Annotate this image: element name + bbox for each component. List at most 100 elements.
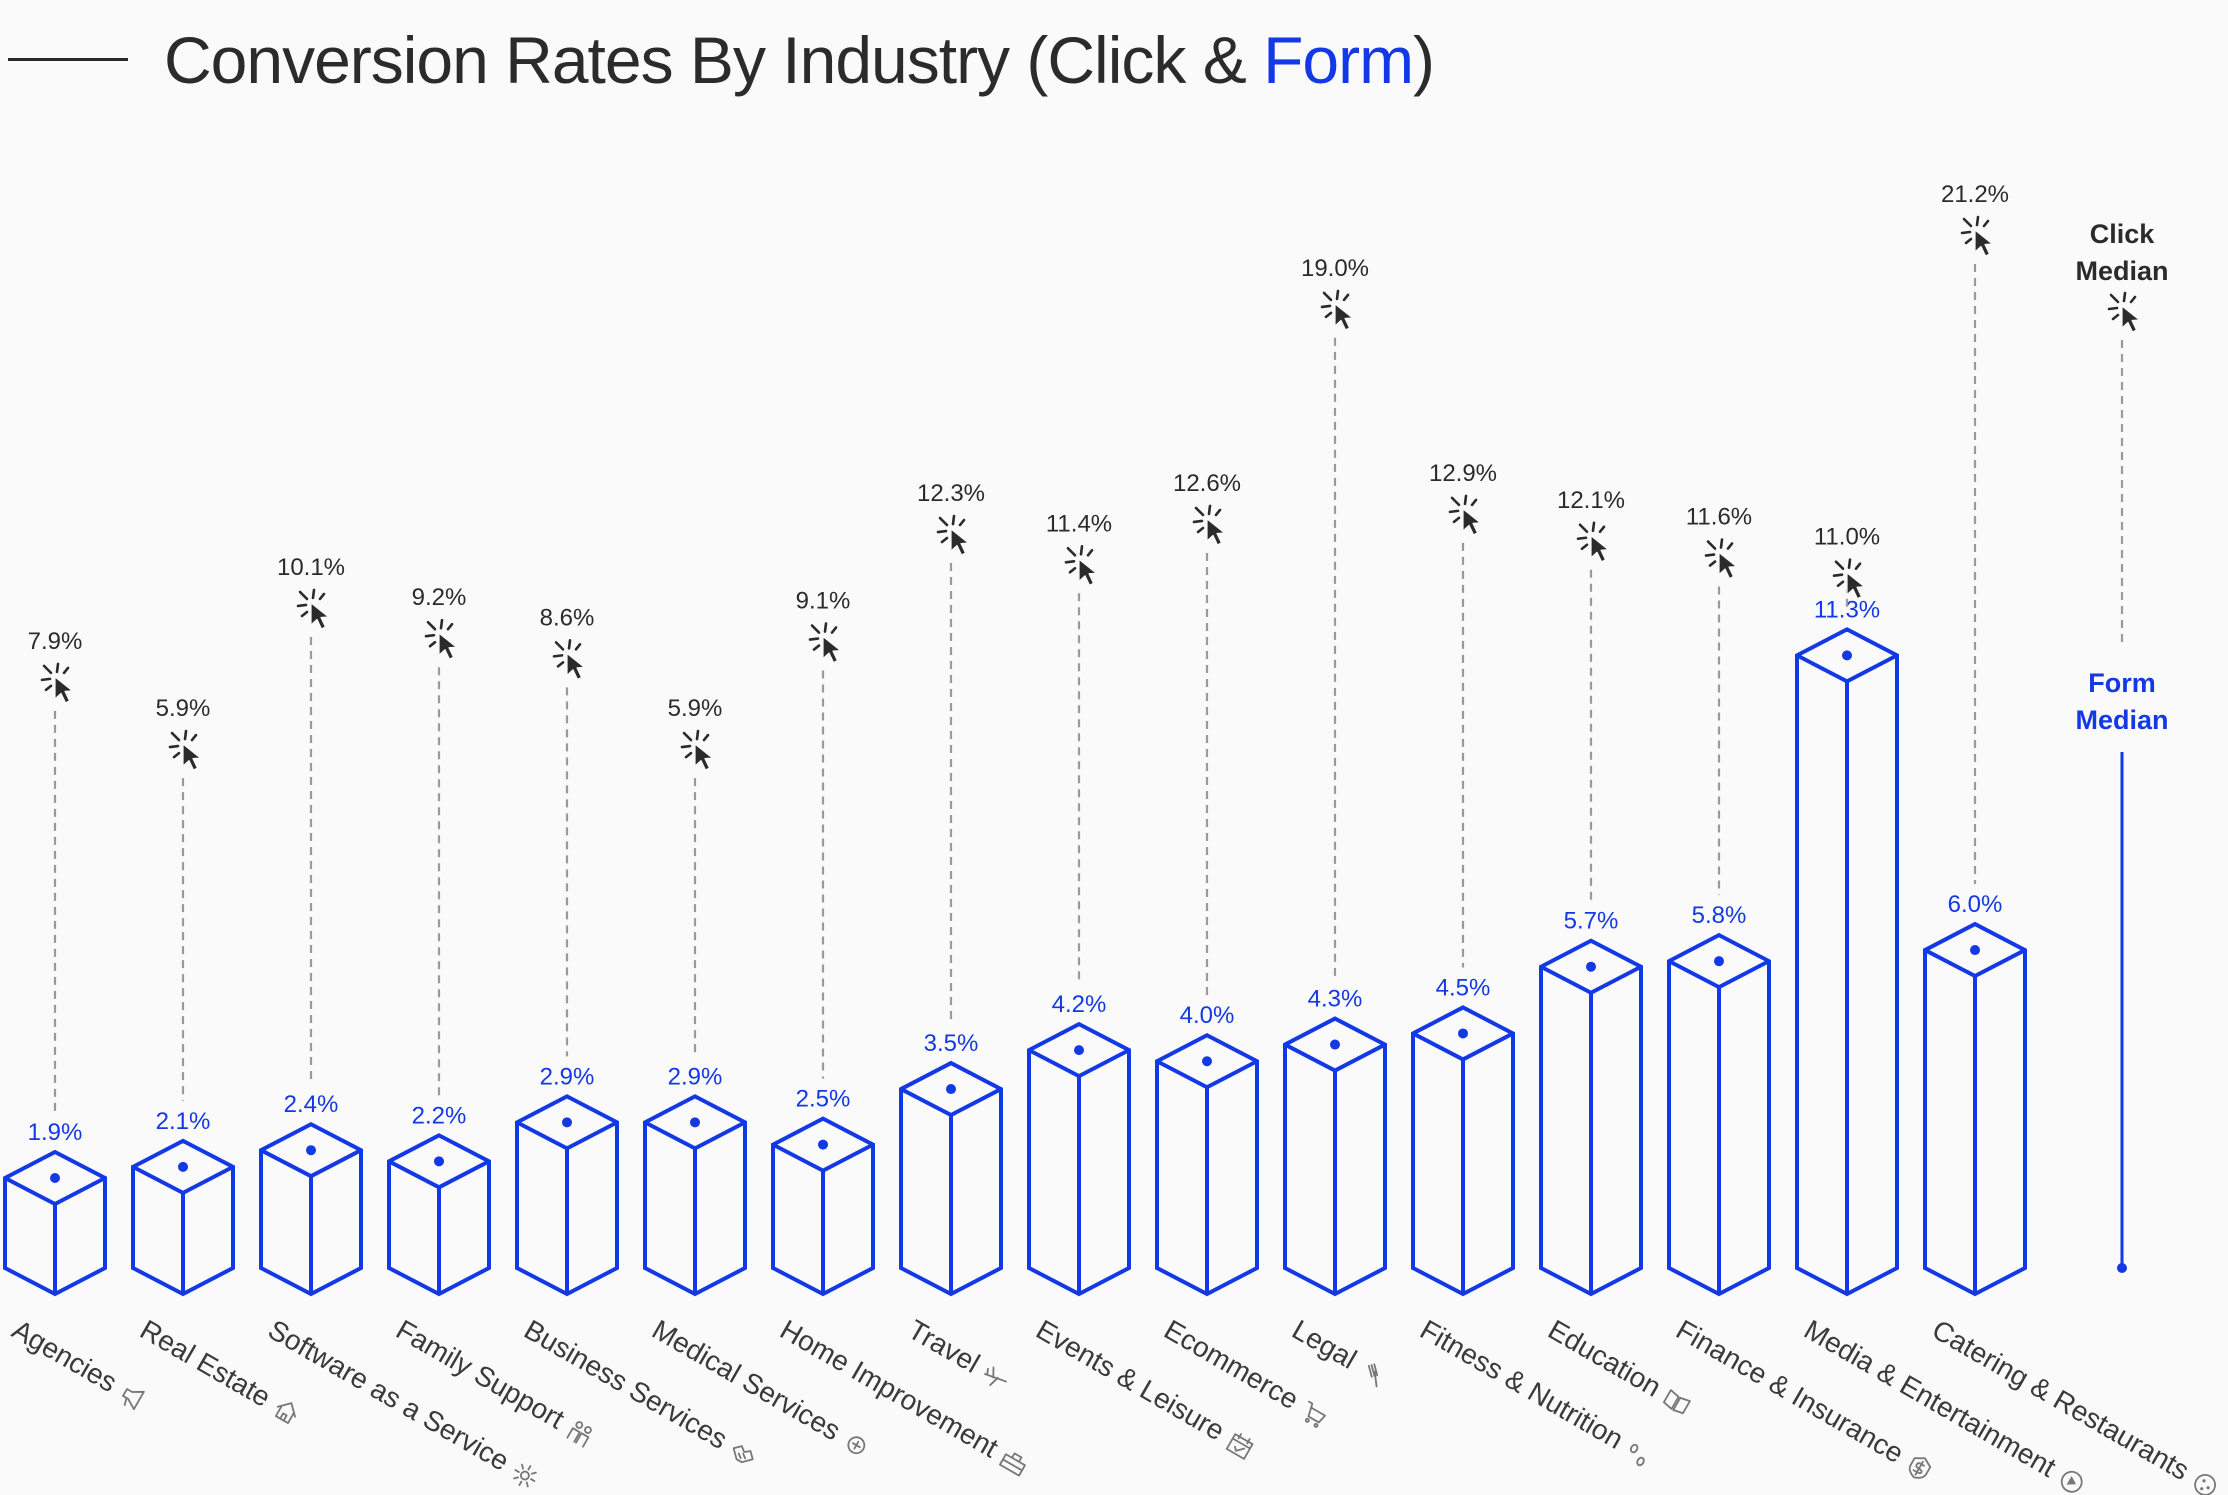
cursor-icon-agencies <box>40 662 74 705</box>
click-label-family-support: 9.2% <box>412 584 467 611</box>
click-label-catering-and-restaurants: 21.2% <box>1941 181 2009 208</box>
form-dot-ecommerce <box>1202 1056 1212 1067</box>
footprints-icon <box>1629 1443 1645 1467</box>
medical-icon <box>847 1436 866 1455</box>
form-bar-ecommerce <box>1155 1032 1259 1297</box>
form-dot-legal <box>1330 1039 1340 1050</box>
form-dot-fitness-and-nutrition <box>1458 1028 1468 1039</box>
form-bar-legal <box>1283 1016 1387 1297</box>
form-dot-catering-and-restaurants <box>1970 945 1980 956</box>
gavel-icon <box>1367 1363 1379 1388</box>
cursor-icon-events-and-leisure <box>1064 544 1098 587</box>
bar-group-business-services: 2.9% 8.6% <box>515 604 619 1297</box>
form-bar-fitness-and-nutrition <box>1411 1005 1515 1297</box>
form-bar-business-services <box>515 1094 619 1297</box>
form-dot-business-services <box>562 1117 572 1128</box>
book-icon <box>1662 1389 1691 1415</box>
chart-title: Conversion Rates By Industry (Click & Fo… <box>164 22 1435 98</box>
megaphone-icon <box>122 1388 145 1411</box>
form-bar-finance-and-insurance <box>1667 932 1771 1297</box>
bar-group-legal: 4.3% 19.0% <box>1283 255 1387 1297</box>
bar-group-medical-services: 2.9% 5.9% <box>643 695 747 1297</box>
calendar-icon <box>1225 1433 1254 1460</box>
cursor-icon-fitness-and-nutrition <box>1448 494 1482 537</box>
legend-form-line1: Form <box>2088 668 2156 698</box>
bar-group-catering-and-restaurants: 6.0% 21.2% <box>1923 181 2027 1297</box>
category-travel: Travel <box>903 1314 1007 1386</box>
category-label-agencies: Agencies <box>7 1314 122 1398</box>
form-bar-agencies <box>3 1149 107 1297</box>
category-business-services: Business Services <box>519 1314 754 1464</box>
form-label-events-and-leisure: 4.2% <box>1052 991 1107 1018</box>
category-label-home-improvement: Home Improvement <box>775 1314 1004 1464</box>
click-label-medical-services: 5.9% <box>668 695 723 722</box>
bar-group-family-support: 2.2% 9.2% <box>387 584 491 1297</box>
title-block: Conversion Rates By Industry (Click & Fo… <box>0 22 1600 102</box>
legend-form-dot <box>2117 1263 2127 1273</box>
form-bar-education <box>1539 938 1643 1297</box>
category-legal: Legal <box>1287 1314 1379 1388</box>
form-label-medical-services: 2.9% <box>668 1063 723 1090</box>
click-label-business-services: 8.6% <box>540 604 595 631</box>
bar-group-agencies: 1.9% 7.9% <box>3 628 107 1297</box>
form-label-finance-and-insurance: 5.8% <box>1692 902 1747 929</box>
cursor-icon-real-estate <box>168 729 202 772</box>
cursor-icon-business-services <box>552 639 586 681</box>
form-label-legal: 4.3% <box>1308 986 1363 1013</box>
form-label-business-services: 2.9% <box>540 1063 595 1090</box>
form-label-family-support: 2.2% <box>412 1102 467 1129</box>
click-label-events-and-leisure: 11.4% <box>1046 510 1112 537</box>
category-events-and-leisure: Events & Leisure <box>1031 1314 1254 1460</box>
cart-icon <box>1304 1400 1326 1428</box>
bar-group-home-improvement: 2.5% 9.1% <box>771 588 875 1297</box>
form-dot-medical-services <box>690 1117 700 1128</box>
legend-cursor-icon <box>2107 291 2141 334</box>
cursor-icon-catering-and-restaurants <box>1960 215 1994 258</box>
click-label-media-and-entertainment: 11.0% <box>1814 524 1880 551</box>
category-label-finance-and-insurance: Finance & Insurance <box>1671 1314 1909 1469</box>
bar-group-finance-and-insurance: 5.8% 11.6% <box>1667 504 1771 1297</box>
form-dot-real-estate <box>178 1161 188 1172</box>
click-label-finance-and-insurance: 11.6% <box>1686 504 1752 531</box>
cursor-icon-ecommerce <box>1192 504 1226 547</box>
click-label-software-as-a-service: 10.1% <box>277 554 345 581</box>
form-dot-family-support <box>434 1156 444 1167</box>
form-dot-media-and-entertainment <box>1842 650 1852 661</box>
form-dot-agencies <box>50 1173 60 1183</box>
form-dot-home-improvement <box>818 1139 828 1150</box>
airplane-icon <box>984 1366 1007 1386</box>
category-label-real-estate: Real Estate <box>135 1314 276 1413</box>
click-label-travel: 12.3% <box>917 480 985 507</box>
bar-group-ecommerce: 4.0% 12.6% <box>1155 470 1259 1297</box>
title-accent: Form <box>1263 23 1414 97</box>
bars-layer: 1.9% 7.9% 2.1% 5.9% 2.4% 10.1% 2.2% 9.2% 2.9% 8.6… <box>3 181 2027 1297</box>
click-label-ecommerce: 12.6% <box>1173 470 1241 497</box>
form-dot-finance-and-insurance <box>1714 956 1724 967</box>
click-label-education: 12.1% <box>1557 487 1625 514</box>
click-label-home-improvement: 9.1% <box>796 588 851 615</box>
cursor-icon-software-as-a-service <box>296 588 330 631</box>
bar-group-software-as-a-service: 2.4% 10.1% <box>259 554 363 1297</box>
category-label-catering-and-restaurants: Catering & Restaurants <box>1927 1314 2195 1486</box>
click-label-real-estate: 5.9% <box>156 695 211 722</box>
bar-group-education: 5.7% 12.1% <box>1539 487 1643 1297</box>
form-label-real-estate: 2.1% <box>156 1108 211 1135</box>
bar-group-real-estate: 2.1% 5.9% <box>131 695 235 1297</box>
legend: Click Median Form Median <box>2075 219 2169 1273</box>
house-icon <box>274 1402 296 1424</box>
form-bar-events-and-leisure <box>1027 1021 1131 1297</box>
form-label-catering-and-restaurants: 6.0% <box>1948 891 2003 918</box>
title-prefix: Conversion Rates By Industry (Click & <box>164 23 1264 97</box>
legend-click-line2: Median <box>2075 256 2168 286</box>
form-bar-family-support <box>387 1133 491 1297</box>
title-suffix: ) <box>1413 23 1435 97</box>
handshake-icon <box>732 1445 754 1464</box>
cursor-icon-travel <box>936 514 970 557</box>
form-dot-education <box>1586 961 1596 972</box>
bar-group-travel: 3.5% 12.3% <box>899 480 1003 1297</box>
cursor-icon-media-and-entertainment <box>1832 558 1866 601</box>
category-label-travel: Travel <box>903 1314 985 1379</box>
form-label-software-as-a-service: 2.4% <box>284 1091 339 1118</box>
form-bar-media-and-entertainment <box>1795 627 1899 1297</box>
